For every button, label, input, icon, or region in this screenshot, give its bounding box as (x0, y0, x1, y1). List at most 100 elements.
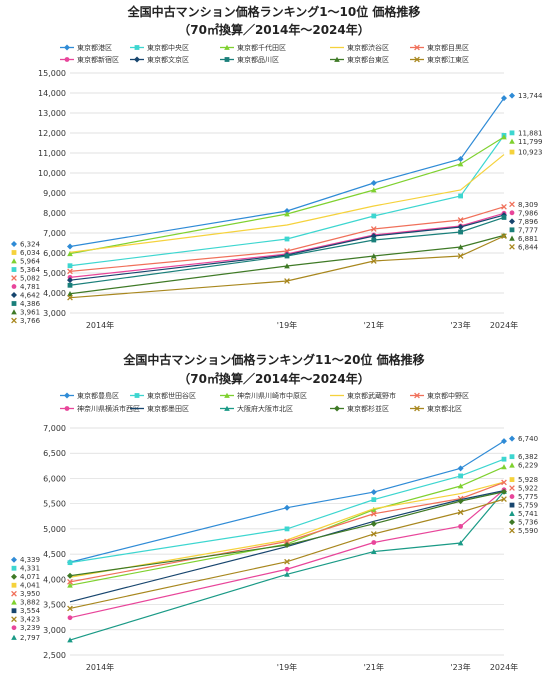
end-value-label: 5,590 (518, 527, 538, 535)
data-point (284, 278, 290, 284)
start-label-marker (11, 284, 17, 289)
data-point (371, 213, 377, 219)
end-label-marker (509, 502, 515, 508)
series-3 (69, 154, 505, 253)
legend-item: 東京都港区 (60, 43, 112, 52)
end-value-label: 5,741 (518, 510, 538, 518)
legend-label: 東京都中野区 (427, 391, 469, 400)
data-point (284, 263, 290, 269)
y-tick-label: 3,500 (43, 601, 66, 610)
x-tick-label: '19年 (277, 662, 297, 672)
end-label-marker (509, 130, 515, 136)
start-label-marker (11, 565, 17, 571)
start-label-marker (11, 292, 17, 299)
data-point (501, 464, 507, 470)
start-label-marker (11, 625, 17, 631)
end-label-marker (509, 92, 515, 99)
start-label-marker (11, 317, 17, 324)
x-tick-label: 2024年 (490, 320, 518, 330)
y-tick-label: 6,000 (43, 474, 66, 483)
data-point (501, 488, 507, 495)
end-label-marker (509, 149, 515, 155)
start-labels: 6,3246,0345,9645,3645,0824,7814,6424,386… (11, 241, 41, 325)
x-tick-label: '21年 (364, 320, 384, 330)
legend-item: 東京都目黒区 (410, 43, 469, 52)
data-point (67, 282, 73, 288)
series-8 (67, 488, 507, 579)
start-value-label: 5,364 (20, 266, 41, 274)
legend-item: 東京都豊島区 (60, 391, 119, 400)
legend-marker (414, 44, 420, 51)
start-label-marker (11, 250, 17, 255)
y-tick-label: 6,000 (43, 249, 66, 258)
start-value-label: 4,331 (20, 565, 40, 573)
legend-item: 東京都世田谷区 (130, 391, 196, 400)
legend-label: 東京都北区 (427, 404, 462, 413)
start-label-marker (11, 616, 17, 623)
data-point (457, 217, 464, 223)
start-value-label: 5,964 (20, 258, 41, 266)
data-point (67, 560, 73, 566)
end-value-label: 5,922 (518, 485, 538, 493)
series-6 (67, 212, 507, 284)
legend-label: 神奈川県横浜市西区 (77, 404, 140, 413)
data-point (501, 215, 507, 220)
legend-label: 大阪府大阪市北区 (237, 404, 293, 413)
start-value-label: 4,642 (20, 292, 40, 300)
legend-marker (134, 56, 140, 63)
x-tick-label: 2014年 (86, 662, 114, 672)
legend: 東京都豊島区 東京都世田谷区 神奈川県川崎市中原区 東京都武蔵野市 東京都中野区神奈川県… (60, 391, 469, 413)
legend-item: 東京都杉並区 (330, 404, 389, 413)
y-tick-label: 5,000 (43, 525, 66, 534)
data-point (284, 504, 290, 511)
legend-label: 東京都新宿区 (77, 55, 119, 64)
data-point (457, 483, 464, 489)
data-point (284, 211, 290, 217)
end-label-marker (509, 510, 515, 516)
end-value-label: 6,844 (518, 243, 539, 251)
data-point (458, 229, 463, 235)
start-value-label: 4,041 (20, 582, 40, 590)
legend-item: 大阪府大阪市北区 (220, 404, 293, 413)
y-tick-label: 7,000 (43, 424, 66, 433)
end-label-marker (509, 454, 515, 460)
series-7 (67, 488, 507, 643)
legend-label: 東京都品川区 (237, 55, 279, 64)
end-label-marker (509, 435, 515, 442)
series-line (69, 154, 505, 253)
data-point (284, 526, 290, 532)
data-point (284, 236, 290, 242)
data-point (67, 250, 73, 257)
y-tick-label: 3,000 (43, 626, 66, 635)
legend-marker (414, 392, 420, 399)
end-label-marker (509, 235, 515, 241)
legend-label: 東京都渋谷区 (347, 43, 389, 52)
legend-item: 東京都渋谷区 (330, 43, 389, 52)
start-value-label: 4,339 (20, 556, 40, 564)
start-label-marker (11, 608, 17, 614)
data-point (370, 180, 377, 186)
legend-item: 東京都武蔵野市 (330, 391, 396, 400)
data-point (501, 479, 507, 486)
end-value-label: 6,881 (518, 235, 538, 243)
data-point (284, 571, 290, 577)
data-point (370, 258, 377, 264)
data-point (370, 226, 377, 232)
series-line (69, 491, 505, 577)
legend-marker (224, 392, 230, 398)
data-point (371, 540, 377, 545)
y-tick-label: 7,000 (43, 229, 66, 238)
legend-label: 東京都千代田区 (237, 43, 286, 52)
data-point (501, 134, 507, 140)
data-point (457, 253, 464, 259)
legend-label: 東京都港区 (77, 43, 112, 52)
start-value-label: 3,766 (20, 317, 41, 325)
x-tick-label: 2024年 (490, 662, 518, 672)
legend-marker (224, 44, 230, 50)
chart-ranking-1-10: 全国中古マンション価格ランキング1～10位 価格推移 （70㎡換算／2014年～2… (11, 4, 543, 330)
start-value-label: 3,882 (20, 599, 40, 607)
start-value-label: 3,554 (20, 607, 41, 615)
end-label-marker (509, 227, 515, 233)
y-tick-label: 9,000 (43, 189, 66, 198)
